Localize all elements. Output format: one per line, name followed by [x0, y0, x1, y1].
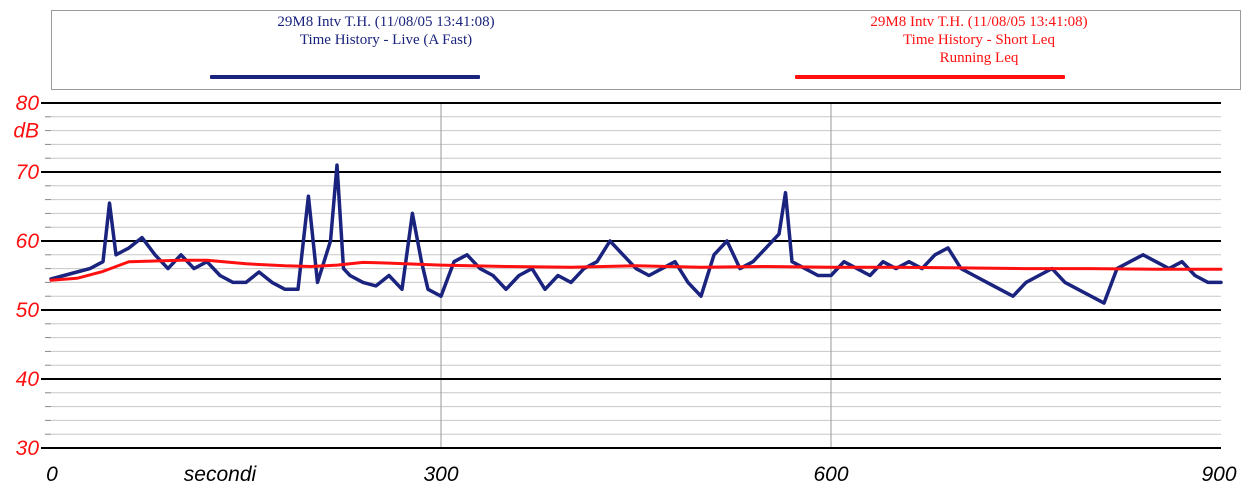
legend-leq-swatch: [795, 75, 1065, 79]
x-tick-label: 900: [1201, 463, 1236, 486]
y-tick-label: 50: [16, 299, 40, 322]
y-axis-label: dB: [13, 120, 39, 143]
x-tick-label: 300: [423, 463, 458, 486]
y-tick-label: 30: [16, 437, 40, 460]
legend-leq-line-2: Time History - Short Leq: [903, 32, 1055, 48]
legend-live-line-2: Time History - Live (A Fast): [299, 32, 473, 48]
y-tick-label: 70: [16, 161, 40, 184]
y-tick-label: 40: [16, 368, 40, 391]
y-tick-label: 60: [16, 230, 40, 253]
x-tick-label: 600: [813, 463, 848, 486]
legend-entry-leq: 29M8 Intv T.H. (11/08/05 13:41:08) Time …: [769, 13, 1189, 67]
legend-leq-line-3: Running Leq: [939, 50, 1019, 66]
x-tick-label: 0: [46, 463, 58, 486]
series-live-line: [49, 163, 1223, 305]
y-tick-label: 80: [16, 92, 40, 115]
series-leq-line: [49, 258, 1223, 282]
legend-leq-line-1: 29M8 Intv T.H. (11/08/05 13:41:08): [870, 14, 1088, 30]
x-axis-label: secondi: [184, 463, 258, 486]
legend-entry-live: 29M8 Intv T.H. (11/08/05 13:41:08) Time …: [176, 13, 596, 49]
legend-box: 29M8 Intv T.H. (11/08/05 13:41:08) Time …: [51, 10, 1241, 90]
legend-live-swatch: [210, 75, 480, 79]
legend-live-line-1: 29M8 Intv T.H. (11/08/05 13:41:08): [277, 14, 495, 30]
